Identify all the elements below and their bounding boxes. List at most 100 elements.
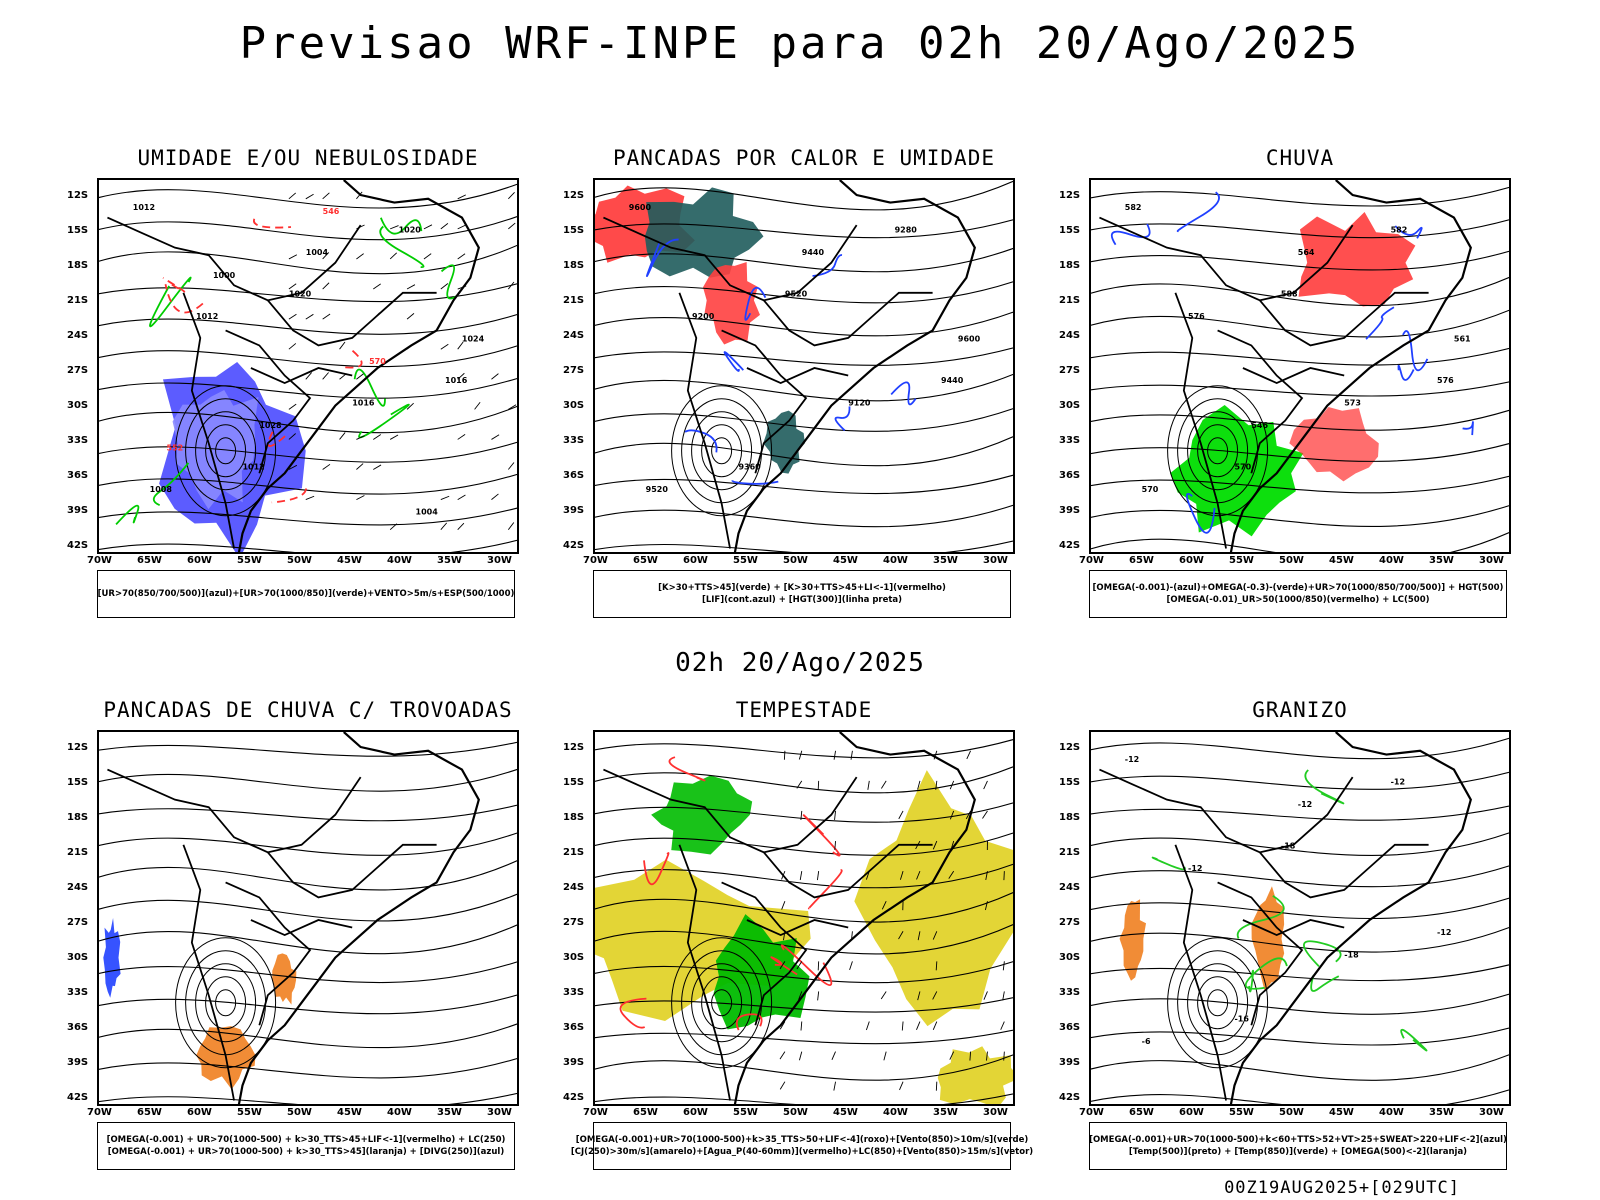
low-pressure-ring	[711, 437, 733, 465]
colored-contour	[380, 217, 423, 235]
wind-vector	[423, 224, 433, 230]
country-border	[107, 768, 362, 854]
longitude-tick-label: 55W	[1229, 555, 1254, 566]
contour-value-label: 570	[1142, 485, 1159, 494]
wind-vector	[935, 780, 938, 790]
low-pressure-ring	[205, 424, 247, 478]
contour-value-label: -18	[1344, 951, 1359, 960]
contour-line	[99, 832, 517, 856]
longitude-tick-label: 65W	[633, 555, 658, 566]
longitude-tick-label: 55W	[237, 555, 262, 566]
thunder-shade-orange	[272, 953, 297, 1005]
contour-line	[1091, 805, 1509, 821]
convection-shade-red	[702, 261, 760, 345]
map-panel-3: 582 588 576 570 582 576 573 570 564 561 546	[1089, 178, 1511, 554]
wind-vector	[507, 281, 515, 290]
colored-contour	[807, 869, 843, 910]
contour-line	[1091, 1054, 1509, 1081]
contour-line	[1091, 993, 1509, 1015]
colored-contour	[1400, 1028, 1428, 1052]
wind-vector	[880, 780, 887, 789]
latitude-tick-label: 12S	[563, 742, 585, 753]
wind-vector	[406, 313, 415, 320]
wind-vector	[322, 463, 331, 470]
latitude-tick-label: 30S	[563, 400, 585, 411]
wind-vector	[1002, 961, 1005, 971]
wind-vector	[390, 225, 399, 230]
wind-vector	[440, 283, 449, 290]
contour-line	[1091, 531, 1509, 552]
low-pressure-ring	[701, 976, 743, 1030]
latitude-tick-label: 39S	[67, 1057, 89, 1068]
wind-vector	[305, 313, 314, 320]
contour-value-label: 9360	[738, 463, 761, 472]
latitude-tick-label: 18S	[563, 260, 585, 271]
wind-vector	[389, 523, 398, 531]
contour-line	[595, 960, 1013, 984]
latitude-tick-label: 24S	[67, 882, 89, 893]
wind-vector	[898, 810, 904, 820]
contour-value-label: -12	[1298, 800, 1312, 809]
low-pressure-ring	[1197, 424, 1239, 478]
contour-line	[1091, 347, 1509, 366]
contour-line	[99, 345, 517, 368]
wind-vector	[983, 780, 988, 790]
wind-vector	[322, 313, 331, 320]
contour-line	[1091, 737, 1509, 760]
wind-vector	[933, 750, 938, 760]
wind-vector	[322, 252, 330, 260]
dashed-contour	[253, 218, 292, 229]
contour-line	[1091, 381, 1509, 397]
low-pressure-ring	[711, 989, 733, 1017]
low-pressure-ring	[1187, 963, 1249, 1043]
longitude-tick-label: 35W	[1429, 1107, 1454, 1118]
contour-value-label: 1008	[150, 485, 173, 494]
colored-contour	[440, 264, 457, 300]
map-panel-2: 9600 9520 9440 9360 9280 9200 9120 9520 9440 9600	[593, 178, 1015, 554]
latitude-tick-label: 21S	[1059, 295, 1081, 306]
low-pressure-ring	[1177, 950, 1259, 1056]
wind-vector	[474, 402, 481, 410]
country-border	[1174, 292, 1227, 549]
wind-vector	[508, 222, 516, 230]
contour-value-label: 9520	[646, 485, 669, 494]
colored-contour	[643, 852, 670, 886]
contour-line	[595, 1054, 1013, 1081]
low-pressure-ring	[175, 937, 277, 1069]
dashed-contour	[345, 350, 363, 369]
country-border	[721, 881, 808, 1026]
wind-vector	[932, 991, 938, 1000]
contour-line	[595, 863, 1013, 889]
latitude-tick-label: 30S	[1059, 952, 1081, 963]
wind-vector	[508, 404, 517, 410]
colored-contour	[358, 403, 410, 439]
contour-line	[595, 474, 1013, 495]
rain-shade-red	[1298, 212, 1416, 307]
contour-value-label: 9520	[785, 290, 808, 299]
latitude-tick-label: 39S	[563, 1057, 585, 1068]
contour-line	[595, 540, 1013, 552]
country-border	[746, 367, 849, 385]
legend-line: [LIF](cont.azul) + [HGT(300)](linha pret…	[701, 595, 903, 605]
longitude-tick-label: 70W	[583, 555, 608, 566]
panel-legend: [OMEGA(-0.001) + UR>70(1000-500) + k>30_…	[97, 1122, 515, 1170]
contour-line	[595, 373, 1013, 402]
panel-legend: [OMEGA(-0.001)+UR>70(1000-500)+k>35_TTS>…	[571, 1122, 1033, 1170]
panel-legend: [K>30+TTS>45](verde) + [K>30+TTS>45+LI<-…	[593, 570, 1011, 618]
wind-vector	[779, 1021, 786, 1030]
wind-vector	[373, 464, 382, 470]
map-panel-5	[593, 730, 1015, 1106]
divergence-shade-blue	[103, 917, 121, 998]
legend-line: [OMEGA(-0.001) + UR>70(1000-500) + k>30_…	[106, 1135, 506, 1145]
latitude-tick-label: 36S	[1059, 470, 1081, 481]
contour-line	[99, 539, 517, 552]
country-border	[721, 329, 808, 474]
contour-value-label: 546	[1251, 421, 1268, 430]
longitude-tick-label: 50W	[1279, 1107, 1304, 1118]
colored-contour	[812, 254, 843, 277]
wind-vector	[917, 991, 921, 1001]
wind-vector	[983, 991, 988, 1000]
coastline	[1229, 180, 1472, 552]
contour-value-label: 582	[1125, 203, 1142, 212]
latitude-tick-label: 15S	[563, 777, 585, 788]
